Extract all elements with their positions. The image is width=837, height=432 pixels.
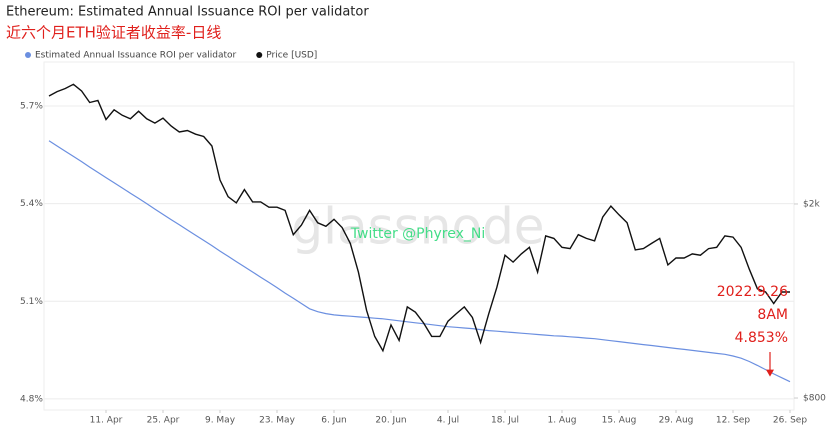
x-tick-label: 11. Apr [90,416,123,426]
y-tick-label: 5.4% [20,199,43,209]
x-tick-label: 9. May [205,416,236,426]
x-tick-label: 12. Sep [716,416,750,426]
legend-marker [25,52,31,58]
x-tick-label: 23. May [259,416,295,426]
y2-tick-label: $800 [803,394,826,404]
chart-title: Ethereum: Estimated Annual Issuance ROI … [6,5,369,20]
legend-label: Estimated Annual Issuance ROI per valida… [35,51,237,61]
x-tick-label: 26. Sep [773,416,807,426]
plot-area [43,61,795,411]
y-tick-label: 4.8% [20,394,43,404]
x-tick-label: 20. Jun [375,416,406,426]
annotation: 4.853% [735,330,788,346]
series-line [48,83,790,353]
x-tick-label: 29. Aug [659,416,694,426]
x-tick-label: 18. Jul [491,416,519,426]
legend-label: Price [USD] [266,51,317,61]
watermark: glassnode [291,198,544,256]
credit: Twitter @Phyrex_Ni [350,226,485,242]
y2-tick-label: $2k [803,199,820,209]
x-tick-label: 1. Aug [547,416,576,426]
legend-marker [256,52,263,58]
series-line [48,140,791,383]
x-tick-label: 15. Aug [602,416,637,426]
y-tick-label: 5.1% [20,297,43,307]
annotation: 8AM [757,307,788,323]
chart-subtitle: 近六个月ETH验证者收益率-日线 [6,24,221,42]
x-tick-label: 6. Jun [321,416,347,426]
x-tick-label: 25. Apr [147,416,180,426]
annotation: 2022.9.26 [717,284,788,300]
x-tick-label: 4. Jul [437,416,459,426]
annotation-arrow-head [766,369,774,377]
y-tick-label: 5.7% [20,101,43,111]
